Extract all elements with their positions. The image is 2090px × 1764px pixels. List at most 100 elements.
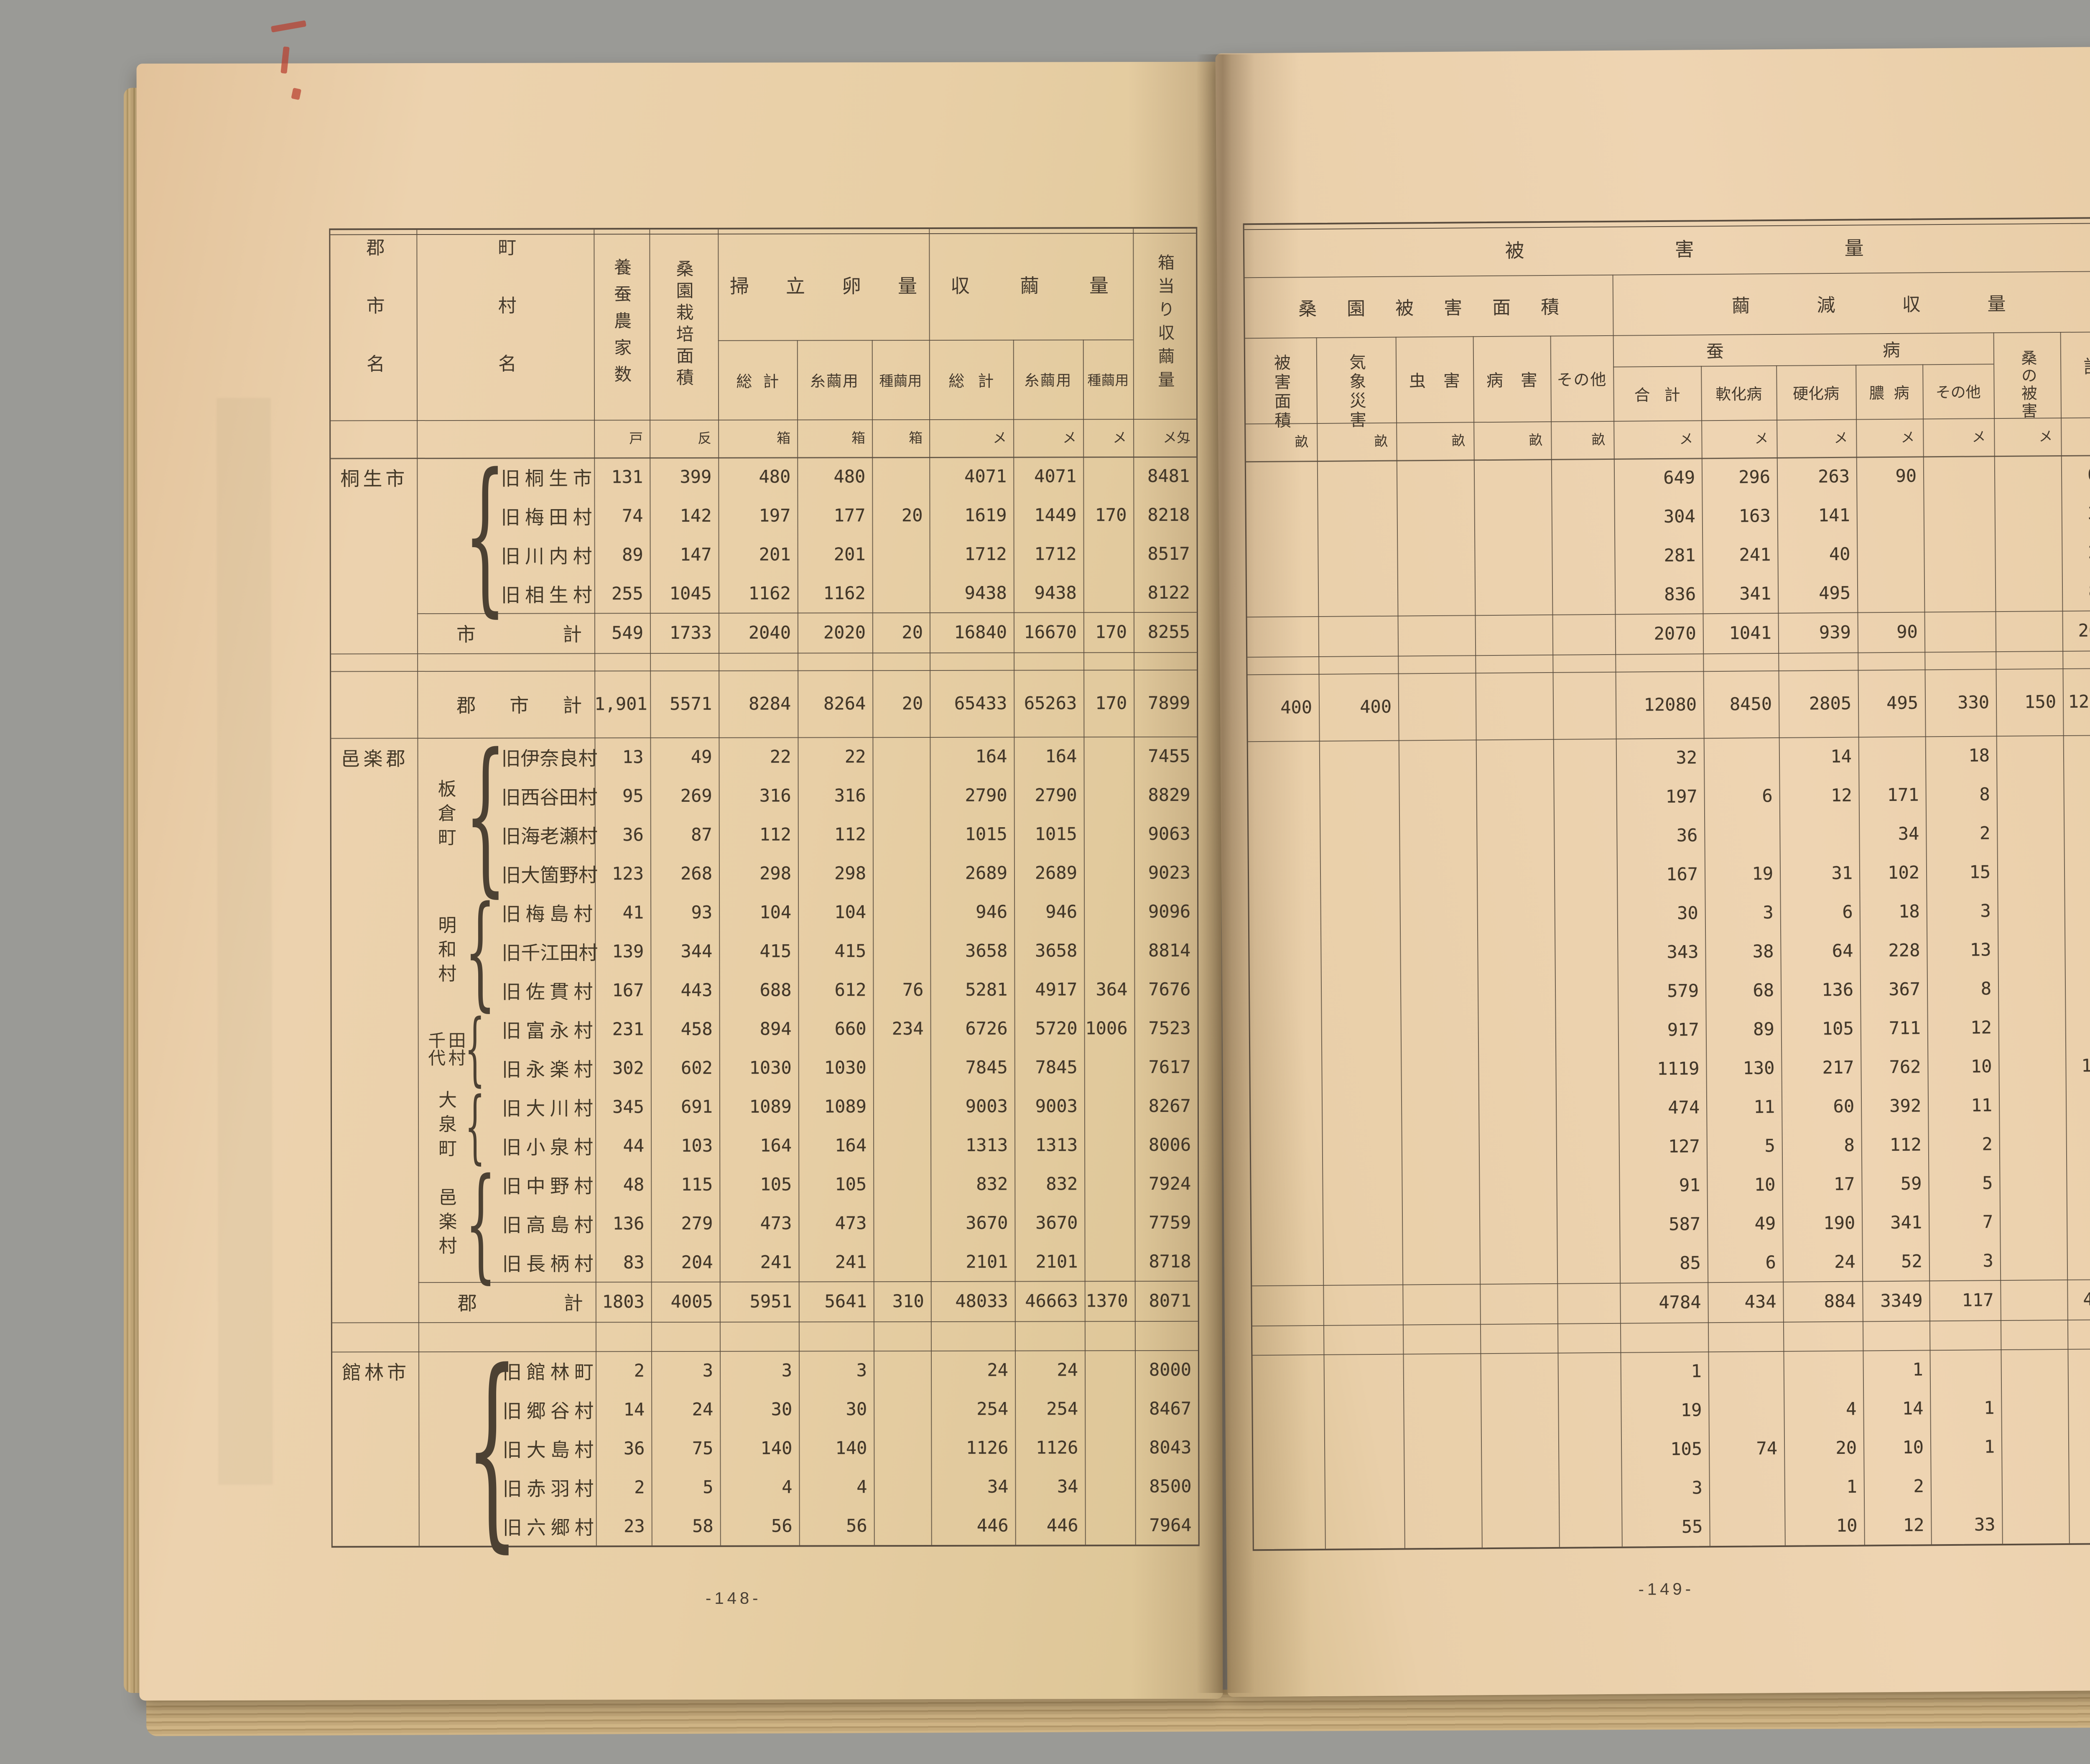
data-cell: 204 bbox=[681, 1252, 713, 1272]
data-cell: 190 bbox=[1823, 1212, 1856, 1234]
group-header-cocoon-loss: 繭減収量 bbox=[1731, 293, 2073, 316]
data-cell: 12080 bbox=[1644, 694, 1697, 715]
data-cell: 197 bbox=[1665, 786, 1697, 807]
column-divider bbox=[1395, 336, 1405, 1548]
data-cell: 36 bbox=[1676, 825, 1698, 846]
data-cell: 1 bbox=[1983, 1397, 1995, 1418]
data-cell: 31 bbox=[1831, 862, 1853, 884]
unit-se: 畝 bbox=[1591, 431, 1606, 448]
district-label: 館林市 bbox=[342, 1361, 410, 1383]
data-cell: 164 bbox=[975, 746, 1007, 767]
data-cell: 3670 bbox=[1035, 1212, 1078, 1233]
data-cell: 1313 bbox=[1035, 1134, 1078, 1155]
data-cell: 281 bbox=[2088, 541, 2090, 563]
data-cell: 7455 bbox=[1148, 745, 1190, 767]
data-cell: 12230 bbox=[2068, 691, 2090, 712]
col-header-grasserie: 膿病 bbox=[1869, 384, 1919, 402]
row-label: 旧小泉村 bbox=[502, 1136, 594, 1158]
data-cell: 1006 bbox=[1085, 1018, 1128, 1039]
data-cell: 341 bbox=[1890, 1212, 1922, 1233]
page-148: 郡市名 町村名 養蚕農家数 桑園栽培面積 掃立卵量 収繭量 箱当り収繭量 総計 … bbox=[136, 20, 1223, 1701]
table-sericulture-production: 郡市名 町村名 養蚕農家数 桑園栽培面積 掃立卵量 収繭量 箱当り収繭量 総計 … bbox=[329, 227, 1200, 1571]
group-label: 明和村 bbox=[435, 915, 456, 988]
data-cell: 131 bbox=[611, 466, 643, 487]
unit-se: 畝 bbox=[1529, 432, 1543, 448]
data-cell: 836 bbox=[1664, 584, 1696, 604]
data-cell: 36 bbox=[2064, 813, 2090, 852]
data-cell: 8829 bbox=[1148, 784, 1190, 806]
data-cell: 302 bbox=[612, 1058, 644, 1078]
data-cell: 832 bbox=[1046, 1173, 1078, 1194]
data-cell: 9023 bbox=[1148, 862, 1191, 883]
data-cell: 1041 bbox=[1729, 622, 1771, 643]
data-cell: 23 bbox=[624, 1516, 645, 1537]
data-cell: 4071 bbox=[1034, 466, 1077, 487]
data-cell: 8814 bbox=[1148, 940, 1191, 961]
page-number-148: -148- bbox=[705, 1589, 762, 1608]
data-cell: 3 bbox=[856, 1360, 867, 1381]
data-cell: 48 bbox=[623, 1174, 645, 1195]
unit-me: メ bbox=[1972, 429, 1986, 445]
data-cell: 1313 bbox=[965, 1134, 1008, 1155]
data-cell: 1619 bbox=[964, 505, 1007, 525]
data-cell: 117 bbox=[1962, 1290, 1994, 1310]
data-cell: 310 bbox=[892, 1290, 924, 1312]
data-cell: 11 bbox=[1754, 1096, 1775, 1117]
data-cell: 14 bbox=[623, 1399, 645, 1420]
data-cell: 884 bbox=[1824, 1290, 1856, 1312]
book-gutter bbox=[1196, 54, 1255, 1693]
data-cell: 103 bbox=[681, 1135, 713, 1156]
data-cell: 34 bbox=[987, 1476, 1009, 1497]
column-divider bbox=[1550, 335, 1560, 1547]
data-cell: 3670 bbox=[966, 1212, 1008, 1233]
data-cell: 3349 bbox=[1880, 1290, 1923, 1311]
data-cell: 5571 bbox=[670, 693, 712, 714]
data-cell: 917 bbox=[2065, 1007, 2090, 1046]
data-cell: 480 bbox=[833, 466, 866, 487]
data-cell: 36 bbox=[623, 1438, 645, 1459]
bleed-through bbox=[216, 398, 273, 1485]
data-cell: 44 bbox=[623, 1135, 645, 1156]
data-cell: 55 bbox=[2069, 1504, 2090, 1543]
data-cell: 241 bbox=[760, 1252, 792, 1272]
data-cell: 104 bbox=[760, 902, 792, 923]
data-cell: 217 bbox=[1822, 1057, 1854, 1078]
data-cell: 20 bbox=[902, 693, 923, 714]
group-header-cocoon-yield: 収繭量 bbox=[950, 274, 1159, 297]
data-cell: 7964 bbox=[1149, 1514, 1192, 1536]
data-cell: 473 bbox=[835, 1213, 867, 1234]
data-cell: 1 bbox=[1691, 1361, 1702, 1382]
data-cell: 90 bbox=[1896, 621, 1918, 642]
data-cell: 400 bbox=[1360, 696, 1392, 717]
district-label: 邑楽郡 bbox=[341, 747, 409, 770]
unit-me: メ bbox=[993, 430, 1007, 446]
col-header-weather-disaster: 気象災害 bbox=[1346, 353, 1366, 431]
data-cell: 48033 bbox=[955, 1290, 1008, 1311]
data-cell: 32 bbox=[1676, 747, 1697, 768]
column-divider bbox=[1993, 332, 2003, 1544]
data-cell: 255 bbox=[611, 583, 643, 604]
data-cell: 1089 bbox=[824, 1096, 867, 1117]
row-label: 旧梅田村 bbox=[501, 506, 592, 528]
bracket-icon: { bbox=[464, 438, 507, 632]
data-cell: 140 bbox=[760, 1438, 793, 1458]
row-label: 旧梅島村 bbox=[502, 902, 593, 925]
data-cell: 946 bbox=[976, 901, 1008, 922]
data-cell: 102 bbox=[1887, 862, 1920, 883]
data-cell: 1 bbox=[2067, 1348, 2090, 1388]
data-cell: 7523 bbox=[1148, 1017, 1191, 1039]
data-cell: 2805 bbox=[1809, 693, 1852, 714]
data-cell: 127 bbox=[2066, 1124, 2090, 1163]
column-divider bbox=[1473, 336, 1483, 1548]
data-cell: 38 bbox=[1752, 941, 1774, 962]
data-cell: 90 bbox=[1895, 465, 1917, 486]
data-cell: 1,901 bbox=[594, 693, 647, 714]
data-cell: 8 bbox=[1844, 1134, 1855, 1155]
data-cell: 8 bbox=[1980, 978, 1992, 999]
data-cell: 136 bbox=[612, 1213, 645, 1234]
data-cell: 85 bbox=[2067, 1240, 2090, 1280]
data-cell: 688 bbox=[760, 979, 792, 1000]
data-cell: 24 bbox=[987, 1359, 1009, 1380]
data-cell: 231 bbox=[612, 1019, 644, 1040]
